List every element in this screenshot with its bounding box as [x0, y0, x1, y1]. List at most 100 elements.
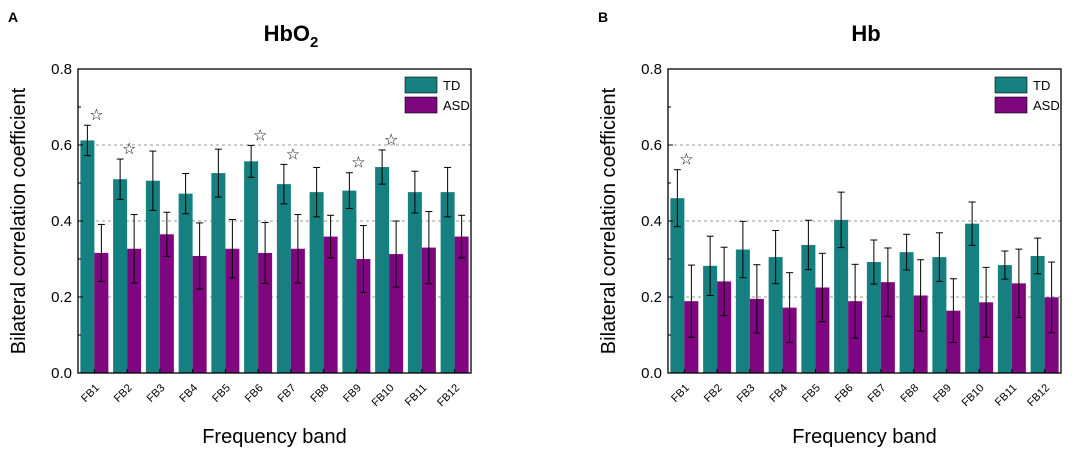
bar-asd-fb2 — [717, 281, 732, 373]
bar-td-fb11 — [407, 192, 422, 373]
x-tick-label: FB5 — [210, 382, 233, 405]
panel-letter: A — [8, 9, 18, 25]
legend-swatch-asd — [404, 96, 438, 114]
bar-td-fb2 — [113, 179, 128, 373]
chart-title-subscript: 2 — [310, 34, 318, 51]
legend-label-asd: ASD — [1033, 98, 1060, 113]
chart-title: Hb — [851, 21, 880, 46]
bar-asd-fb7 — [880, 282, 895, 373]
significance-star-fb9: ☆ — [351, 155, 365, 172]
bar-td-fb3 — [145, 180, 160, 373]
x-tick-label: FB4 — [177, 382, 200, 405]
bar-asd-fb3 — [159, 234, 174, 373]
x-axis-label: Frequency band — [792, 426, 937, 448]
bar-td-fb3 — [735, 249, 750, 373]
x-tick-label: FB3 — [735, 382, 758, 405]
x-tick-label: FB7 — [276, 382, 299, 405]
legend-label-asd: ASD — [443, 98, 470, 113]
legend-swatch-td — [994, 76, 1028, 94]
x-tick-label: FB6 — [243, 382, 266, 405]
y-tick-label: 0.0 — [51, 365, 72, 382]
legend-swatch-asd — [994, 96, 1028, 114]
x-tick-label: FB3 — [145, 382, 168, 405]
chart-panel-a: A HbO2 ☆ FB1 ☆ FB2 FB3 FB4 FB5 ☆ FB6 ☆ FB7 FB8 ☆ FB9 ☆ FB… — [8, 9, 472, 448]
bar-asd-fb12 — [454, 236, 469, 373]
bar-td-fb2 — [703, 265, 718, 373]
bar-td-fb1 — [80, 140, 95, 373]
bar-td-fb6 — [244, 161, 259, 373]
x-tick-label: FB9 — [931, 382, 954, 405]
bar-asd-fb10 — [389, 254, 404, 373]
x-tick-label: FB2 — [112, 382, 135, 405]
y-tick-label: 0.6 — [51, 137, 72, 154]
x-tick-label: FB1 — [669, 382, 692, 405]
x-tick-label: FB8 — [308, 382, 331, 405]
y-axis-label: Bilateral correlation coefficient — [8, 87, 30, 354]
x-tick-label: FB10 — [960, 382, 987, 409]
bar-td-fb10 — [965, 223, 980, 373]
bar-td-fb12 — [1030, 255, 1045, 373]
bar-td-fb5 — [211, 173, 226, 373]
significance-star-fb10: ☆ — [384, 132, 398, 149]
x-tick-label: FB4 — [767, 382, 790, 405]
bar-asd-fb5 — [225, 248, 240, 373]
legend-swatch-td — [404, 76, 438, 94]
chart-title: HbO2 — [264, 21, 319, 51]
bar-td-fb5 — [801, 244, 816, 373]
significance-star-fb1: ☆ — [679, 152, 693, 169]
bar-asd-fb11 — [421, 247, 436, 373]
x-tick-label: FB8 — [898, 382, 921, 405]
y-tick-label: 0.2 — [51, 289, 72, 306]
x-tick-label: FB1 — [79, 382, 102, 405]
bar-td-fb4 — [178, 193, 193, 373]
x-tick-label: FB5 — [800, 382, 823, 405]
y-tick-label: 0.0 — [641, 365, 662, 382]
x-tick-label: FB12 — [1025, 382, 1052, 409]
bar-asd-fb4 — [192, 255, 207, 373]
bar-asd-fb8 — [913, 295, 928, 373]
legend-label-td: TD — [1033, 78, 1050, 93]
bar-td-fb8 — [309, 192, 324, 373]
bar-asd-fb3 — [749, 298, 764, 373]
x-tick-label: FB10 — [370, 382, 397, 409]
x-tick-label: FB2 — [702, 382, 725, 405]
bar-asd-fb2 — [127, 248, 142, 373]
y-axis-label: Bilateral correlation coefficient — [598, 87, 620, 354]
bar-td-fb11 — [997, 265, 1012, 373]
chart-panel-b: BHb☆FB1 FB2 FB3 FB4 FB5 FB6 FB7 FB8 FB9 FB10 FB11 F… — [598, 9, 1062, 448]
bar-td-fb7 — [276, 184, 291, 373]
bar-td-fb10 — [375, 167, 390, 373]
bar-td-fb6 — [834, 219, 849, 373]
bar-td-fb1 — [670, 198, 685, 373]
bar-td-fb7 — [866, 262, 881, 373]
bar-td-fb4 — [768, 257, 783, 373]
bar-asd-fb8 — [323, 236, 338, 373]
significance-star-fb7: ☆ — [286, 146, 300, 163]
y-tick-label: 0.4 — [51, 213, 72, 230]
bar-td-fb8 — [899, 252, 914, 373]
x-tick-label: FB7 — [866, 382, 889, 405]
x-tick-label: FB9 — [341, 382, 364, 405]
significance-star-fb2: ☆ — [122, 141, 136, 158]
legend-label-td: TD — [443, 78, 460, 93]
bar-asd-fb7 — [290, 248, 305, 373]
bar-asd-fb11 — [1011, 283, 1026, 373]
x-tick-label: FB12 — [435, 382, 462, 409]
bar-asd-fb9 — [356, 259, 371, 373]
significance-star-fb1: ☆ — [89, 107, 103, 124]
bar-asd-fb12 — [1044, 297, 1059, 373]
x-tick-label: FB11 — [403, 382, 430, 409]
panel-letter: B — [598, 9, 608, 25]
significance-star-fb6: ☆ — [253, 127, 267, 144]
bar-td-fb9 — [932, 257, 947, 373]
y-tick-label: 0.8 — [641, 61, 662, 78]
y-tick-label: 0.6 — [641, 137, 662, 154]
x-tick-label: FB11 — [993, 382, 1020, 409]
chart-title-main: HbO — [264, 21, 310, 46]
bar-asd-fb5 — [815, 287, 830, 373]
y-tick-label: 0.2 — [641, 289, 662, 306]
bar-td-fb9 — [342, 190, 357, 373]
chart-title-main: Hb — [851, 21, 880, 46]
y-tick-label: 0.4 — [641, 213, 662, 230]
